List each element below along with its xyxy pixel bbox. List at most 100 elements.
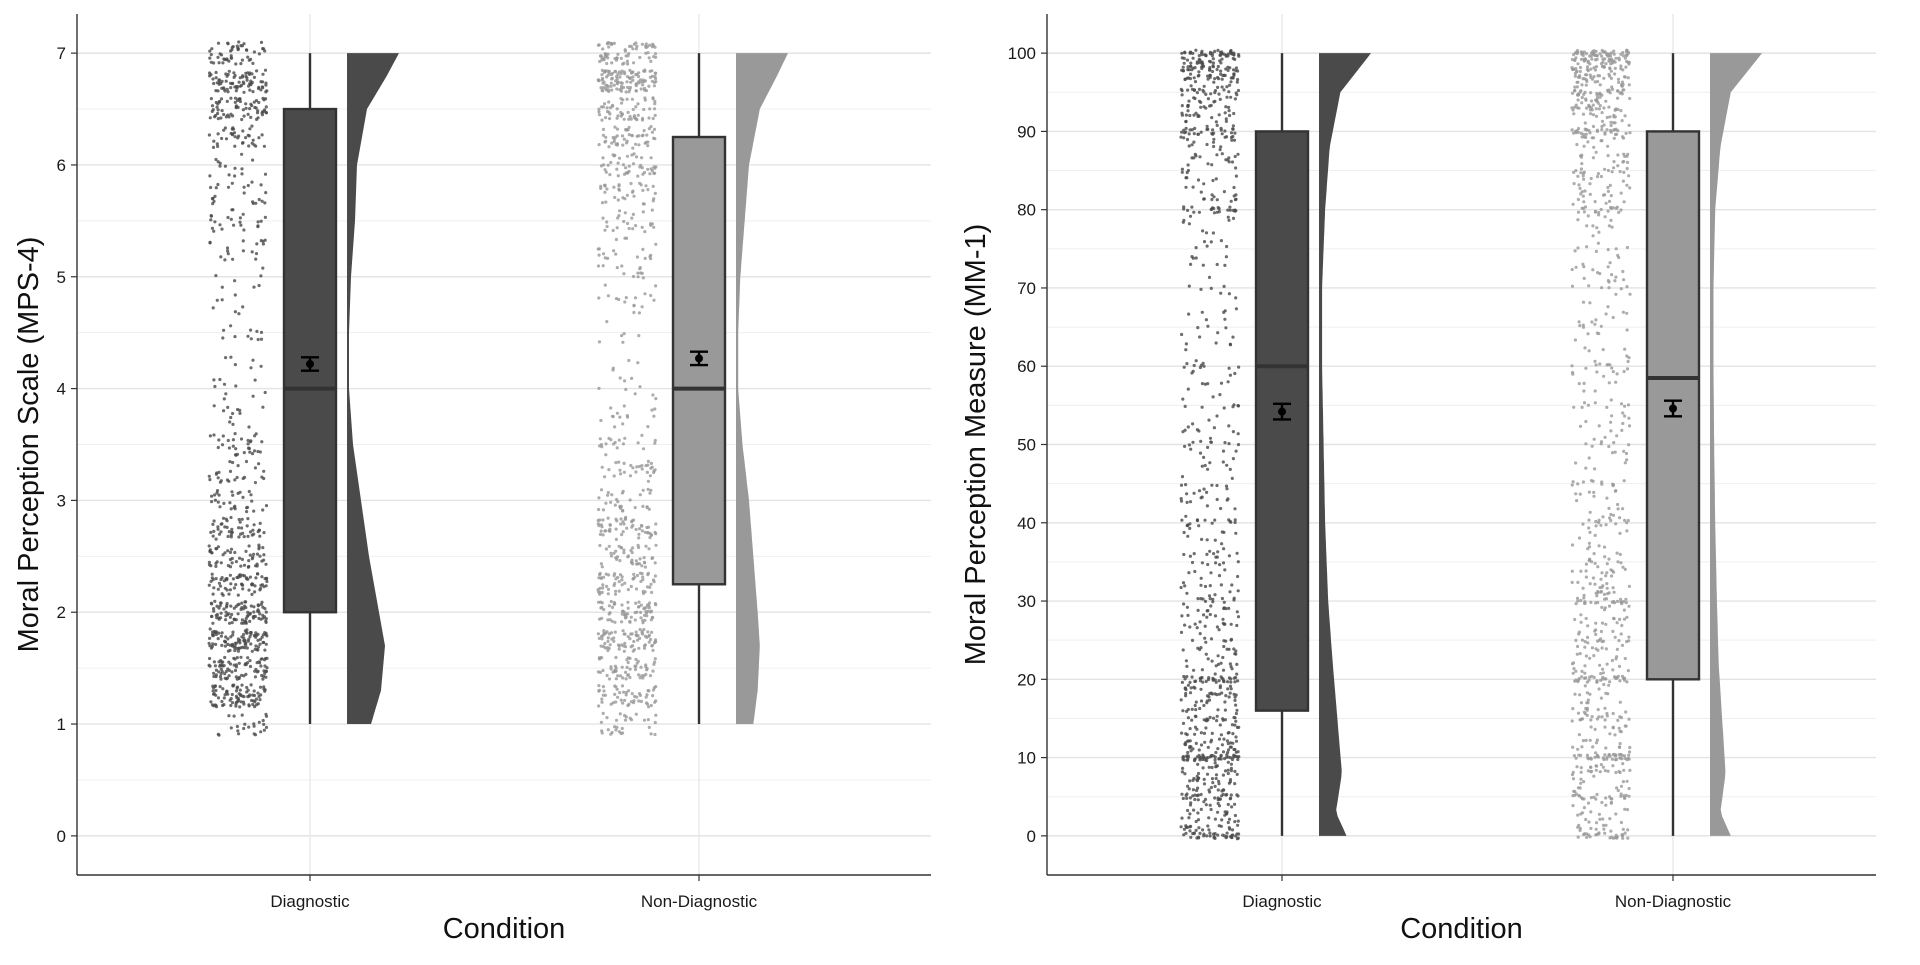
- panel-mm1-diagnostic-point: [1188, 796, 1192, 800]
- panel-mm1-diagnostic-point: [1237, 54, 1241, 58]
- panel-mps4-non-diagnostic-point: [600, 118, 604, 122]
- panel-mm1-non-diagnostic-point: [1616, 718, 1620, 723]
- panel-mps4-non-diagnostic-point: [601, 586, 605, 590]
- panel-mm1-non-diagnostic-point: [1586, 140, 1590, 144]
- panel-mm1-diagnostic-point: [1179, 483, 1184, 487]
- panel-mps4-diagnostic-point: [217, 82, 221, 86]
- panel-mm1-non-diagnostic-point: [1595, 764, 1599, 768]
- panel-mps4-non-diagnostic-point: [599, 164, 604, 168]
- panel-mps4-non-diagnostic-point: [625, 154, 630, 158]
- panel-mm1-diagnostic-point: [1179, 499, 1184, 503]
- panel-mm1-diagnostic-point: [1217, 574, 1222, 578]
- panel-mps4-diagnostic-point: [236, 612, 240, 616]
- panel-mps4-non-diagnostic-point: [646, 144, 650, 148]
- panel-mps4-non-diagnostic-point: [649, 293, 653, 298]
- panel-mps4-non-diagnostic-point: [607, 100, 611, 104]
- panel-mm1-non-diagnostic-point: [1587, 541, 1591, 545]
- panel-mm1-non-diagnostic-point: [1602, 592, 1606, 597]
- panel-mps4-non-diagnostic-point: [624, 715, 628, 719]
- panel-mm1-diagnostic-point: [1226, 820, 1230, 825]
- panel-mm1-diagnostic-point: [1203, 599, 1208, 604]
- panel-mps4-diagnostic-point: [215, 105, 219, 109]
- panel-mm1-non-diagnostic-point: [1580, 745, 1584, 749]
- panel-mps4-non-diagnostic-point: [621, 676, 625, 680]
- panel-mps4-non-diagnostic-point: [653, 720, 657, 725]
- panel-mps4-diagnostic-point: [214, 613, 218, 618]
- panel-mm1-diagnostic-point: [1235, 837, 1239, 841]
- panel-mps4-non-diagnostic-point: [633, 296, 638, 300]
- panel-mm1-non-diagnostic-point: [1604, 803, 1608, 807]
- panel-mps4-non-diagnostic-point: [622, 551, 626, 555]
- panel-mm1-non-diagnostic-point: [1580, 190, 1584, 194]
- panel-mm1-diagnostic-point: [1196, 793, 1200, 797]
- panel-mps4-diagnostic-point: [228, 420, 232, 424]
- panel-mps4-non-diagnostic-point: [631, 78, 635, 82]
- panel-mps4-non-diagnostic-point: [632, 701, 636, 705]
- panel-mm1-non-diagnostic-point: [1609, 829, 1613, 833]
- panel-mm1-diagnostic-point: [1224, 119, 1228, 123]
- panel-mps4-diagnostic-point: [246, 656, 250, 660]
- panel-mm1-diagnostic-point: [1229, 762, 1233, 766]
- panel-mm1-non-diagnostic-point: [1588, 73, 1592, 77]
- panel-mm1-diagnostic-point: [1186, 784, 1190, 788]
- panel-mps4-non-diagnostic-point: [596, 588, 600, 592]
- panel-mm1-diagnostic-point: [1211, 395, 1215, 399]
- panel-mm1-non-diagnostic-point: [1594, 833, 1598, 837]
- panel-mps4-diagnostic-point: [237, 646, 241, 651]
- panel-mm1-non-diagnostic-point: [1602, 545, 1607, 549]
- panel-mps4-diagnostic-point: [228, 573, 232, 577]
- panel-mm1-non-diagnostic-point: [1581, 522, 1585, 526]
- panel-mm1-diagnostic-point: [1195, 626, 1199, 630]
- panel-mps4-diagnostic-point: [211, 145, 216, 149]
- panel-mps4-non-diagnostic-point: [618, 209, 622, 213]
- panel-mps4-non-diagnostic-point: [645, 585, 650, 589]
- panel-mps4-diagnostic-point: [225, 99, 229, 103]
- panel-mm1-diagnostic-point: [1185, 362, 1189, 366]
- panel-mps4-diagnostic-point: [253, 378, 257, 382]
- panel-mps4-diagnostic-point: [256, 603, 260, 607]
- panel-mm1-diagnostic-point: [1219, 757, 1223, 761]
- panel-mps4-non-diagnostic-point: [618, 468, 622, 472]
- panel-mm1-diagnostic-point: [1205, 694, 1210, 698]
- panel-mm1-non-diagnostic-point: [1583, 205, 1588, 209]
- panel-mm1-diagnostic-point: [1209, 240, 1213, 244]
- panel-mm1-diagnostic-point: [1181, 755, 1185, 759]
- panel-mm1-diagnostic-point: [1196, 771, 1201, 776]
- panel-mm1-non-diagnostic-point: [1601, 765, 1605, 769]
- panel-mps4-diagnostic-point: [260, 575, 264, 579]
- panel-mps4-diagnostic-point: [211, 634, 215, 638]
- panel-mm1-non-diagnostic-point: [1600, 286, 1604, 290]
- panel-mps4-non-diagnostic-point: [638, 78, 643, 82]
- panel-mps4-non-diagnostic-point: [618, 376, 622, 380]
- panel-mps4-diagnostic-point: [219, 116, 223, 120]
- panel-mm1-diagnostic-point: [1205, 772, 1210, 776]
- panel-mm1-non-diagnostic-point: [1594, 519, 1598, 524]
- panel-mps4-non-diagnostic-point: [623, 698, 627, 702]
- panel-mm1-diagnostic-point: [1208, 597, 1212, 601]
- panel-mps4-non-diagnostic-point: [612, 583, 616, 588]
- panel-mps4-diagnostic-density: [347, 53, 399, 725]
- panel-mm1-non-diagnostic-point: [1618, 617, 1622, 622]
- panel-mps4-non-diagnostic-point: [598, 444, 602, 448]
- panel-mm1-non-diagnostic-point: [1627, 604, 1631, 608]
- panel-mps4-non-diagnostic-point: [643, 141, 647, 145]
- panel-mm1-diagnostic-point: [1215, 693, 1219, 697]
- panel-mps4-diagnostic-point: [239, 532, 243, 536]
- panel-mps4-diagnostic-point: [237, 661, 241, 665]
- panel-mm1-non-diagnostic-point: [1594, 249, 1598, 253]
- panel-mps4-non-diagnostic-point: [626, 54, 630, 58]
- panel-mm1-non-diagnostic-point: [1576, 711, 1581, 715]
- panel-mps4-non-diagnostic-point: [616, 674, 620, 678]
- panel-mps4-diagnostic-point: [265, 666, 269, 670]
- panel-mm1-diagnostic-point: [1219, 145, 1223, 149]
- panel-mm1-diagnostic-point: [1221, 460, 1225, 464]
- panel-mm1-non-diagnostic-point: [1607, 683, 1611, 687]
- panel-mps4-diagnostic-point: [208, 478, 212, 482]
- panel-mps4-diagnostic-point: [264, 669, 268, 673]
- panel-mm1-non-diagnostic-point: [1594, 150, 1598, 154]
- panel-mps4-diagnostic-point: [262, 531, 266, 535]
- panel-mps4-non-diagnostic-point: [605, 220, 609, 224]
- panel-mps4-diagnostic-point: [224, 356, 228, 360]
- panel-mm1-diagnostic-point: [1182, 61, 1186, 65]
- panel-mm1-diagnostic-point: [1186, 757, 1190, 761]
